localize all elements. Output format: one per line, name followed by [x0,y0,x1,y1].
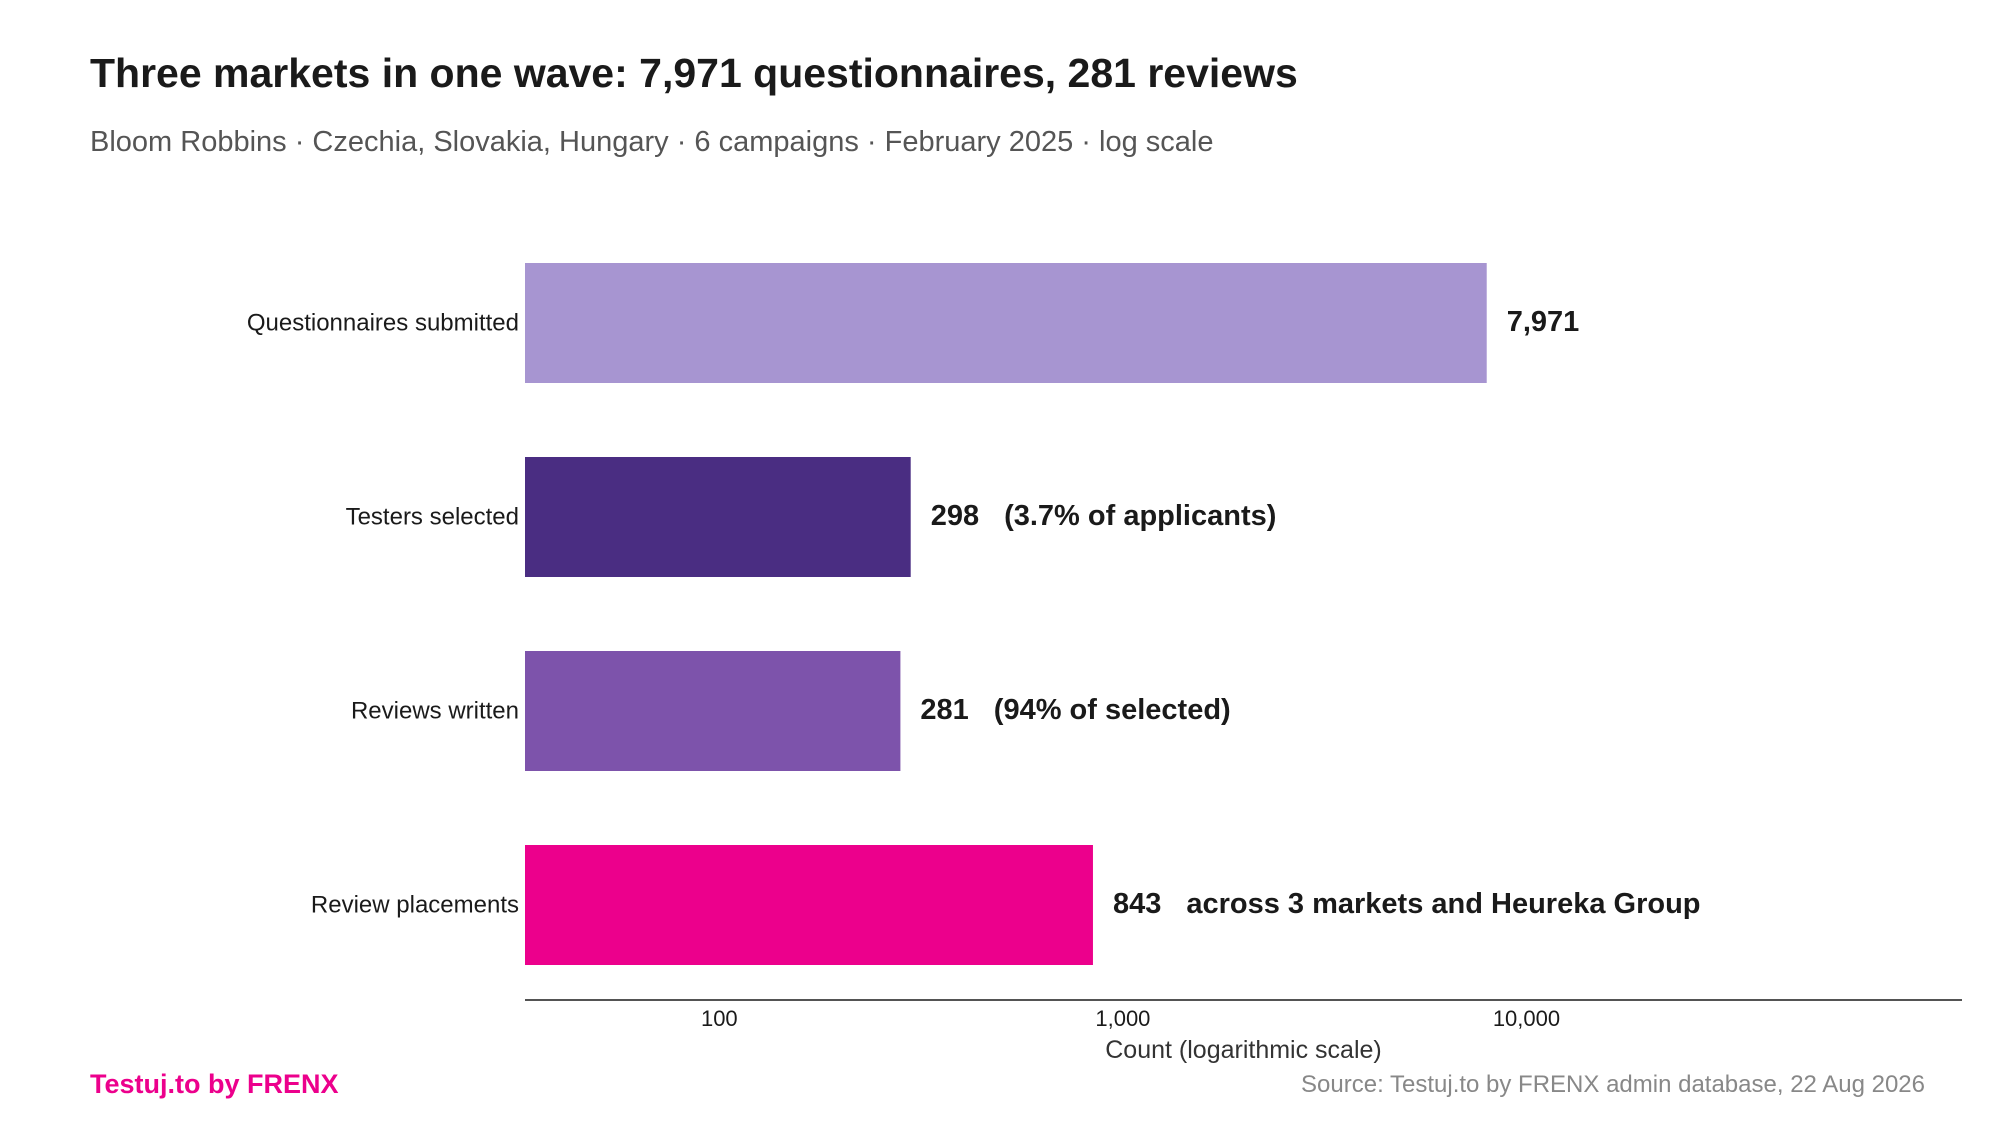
category-label: Testers selected [346,503,519,530]
category-label: Reviews written [351,697,519,724]
x-tick-label: 100 [701,1006,738,1031]
value-annotation: (94% of selected) [994,694,1231,726]
value-annotation: (3.7% of applicants) [1004,500,1276,532]
bar [525,845,1093,965]
value-label: 843 across 3 markets and Heureka Group [1113,888,1701,920]
x-tick-label: 1,000 [1095,1006,1150,1031]
bar [525,263,1487,383]
chart-subtitle: Bloom Robbins · Czechia, Slovakia, Hunga… [90,126,1214,158]
category-label: Review placements [311,891,519,918]
category-label: Questionnaires submitted [247,309,519,336]
chart-title: Three markets in one wave: 7,971 questio… [90,50,1298,96]
value-number: 843 [1113,888,1161,920]
value-annotation: across 3 markets and Heureka Group [1186,888,1700,920]
value-number: 7,971 [1507,306,1580,338]
value-label: 281 (94% of selected) [920,694,1230,726]
bar [525,457,911,577]
value-number: 281 [920,694,968,726]
x-tick-label: 10,000 [1493,1006,1560,1031]
value-label: 298 (3.7% of applicants) [931,500,1277,532]
x-axis-title: Count (logarithmic scale) [1105,1036,1382,1064]
source-note: Source: Testuj.to by FRENX admin databas… [1301,1071,1925,1098]
bar [525,651,901,771]
brand-label: Testuj.to by FRENX [90,1069,339,1099]
value-label: 7,971 [1507,306,1580,338]
value-number: 298 [931,500,979,532]
